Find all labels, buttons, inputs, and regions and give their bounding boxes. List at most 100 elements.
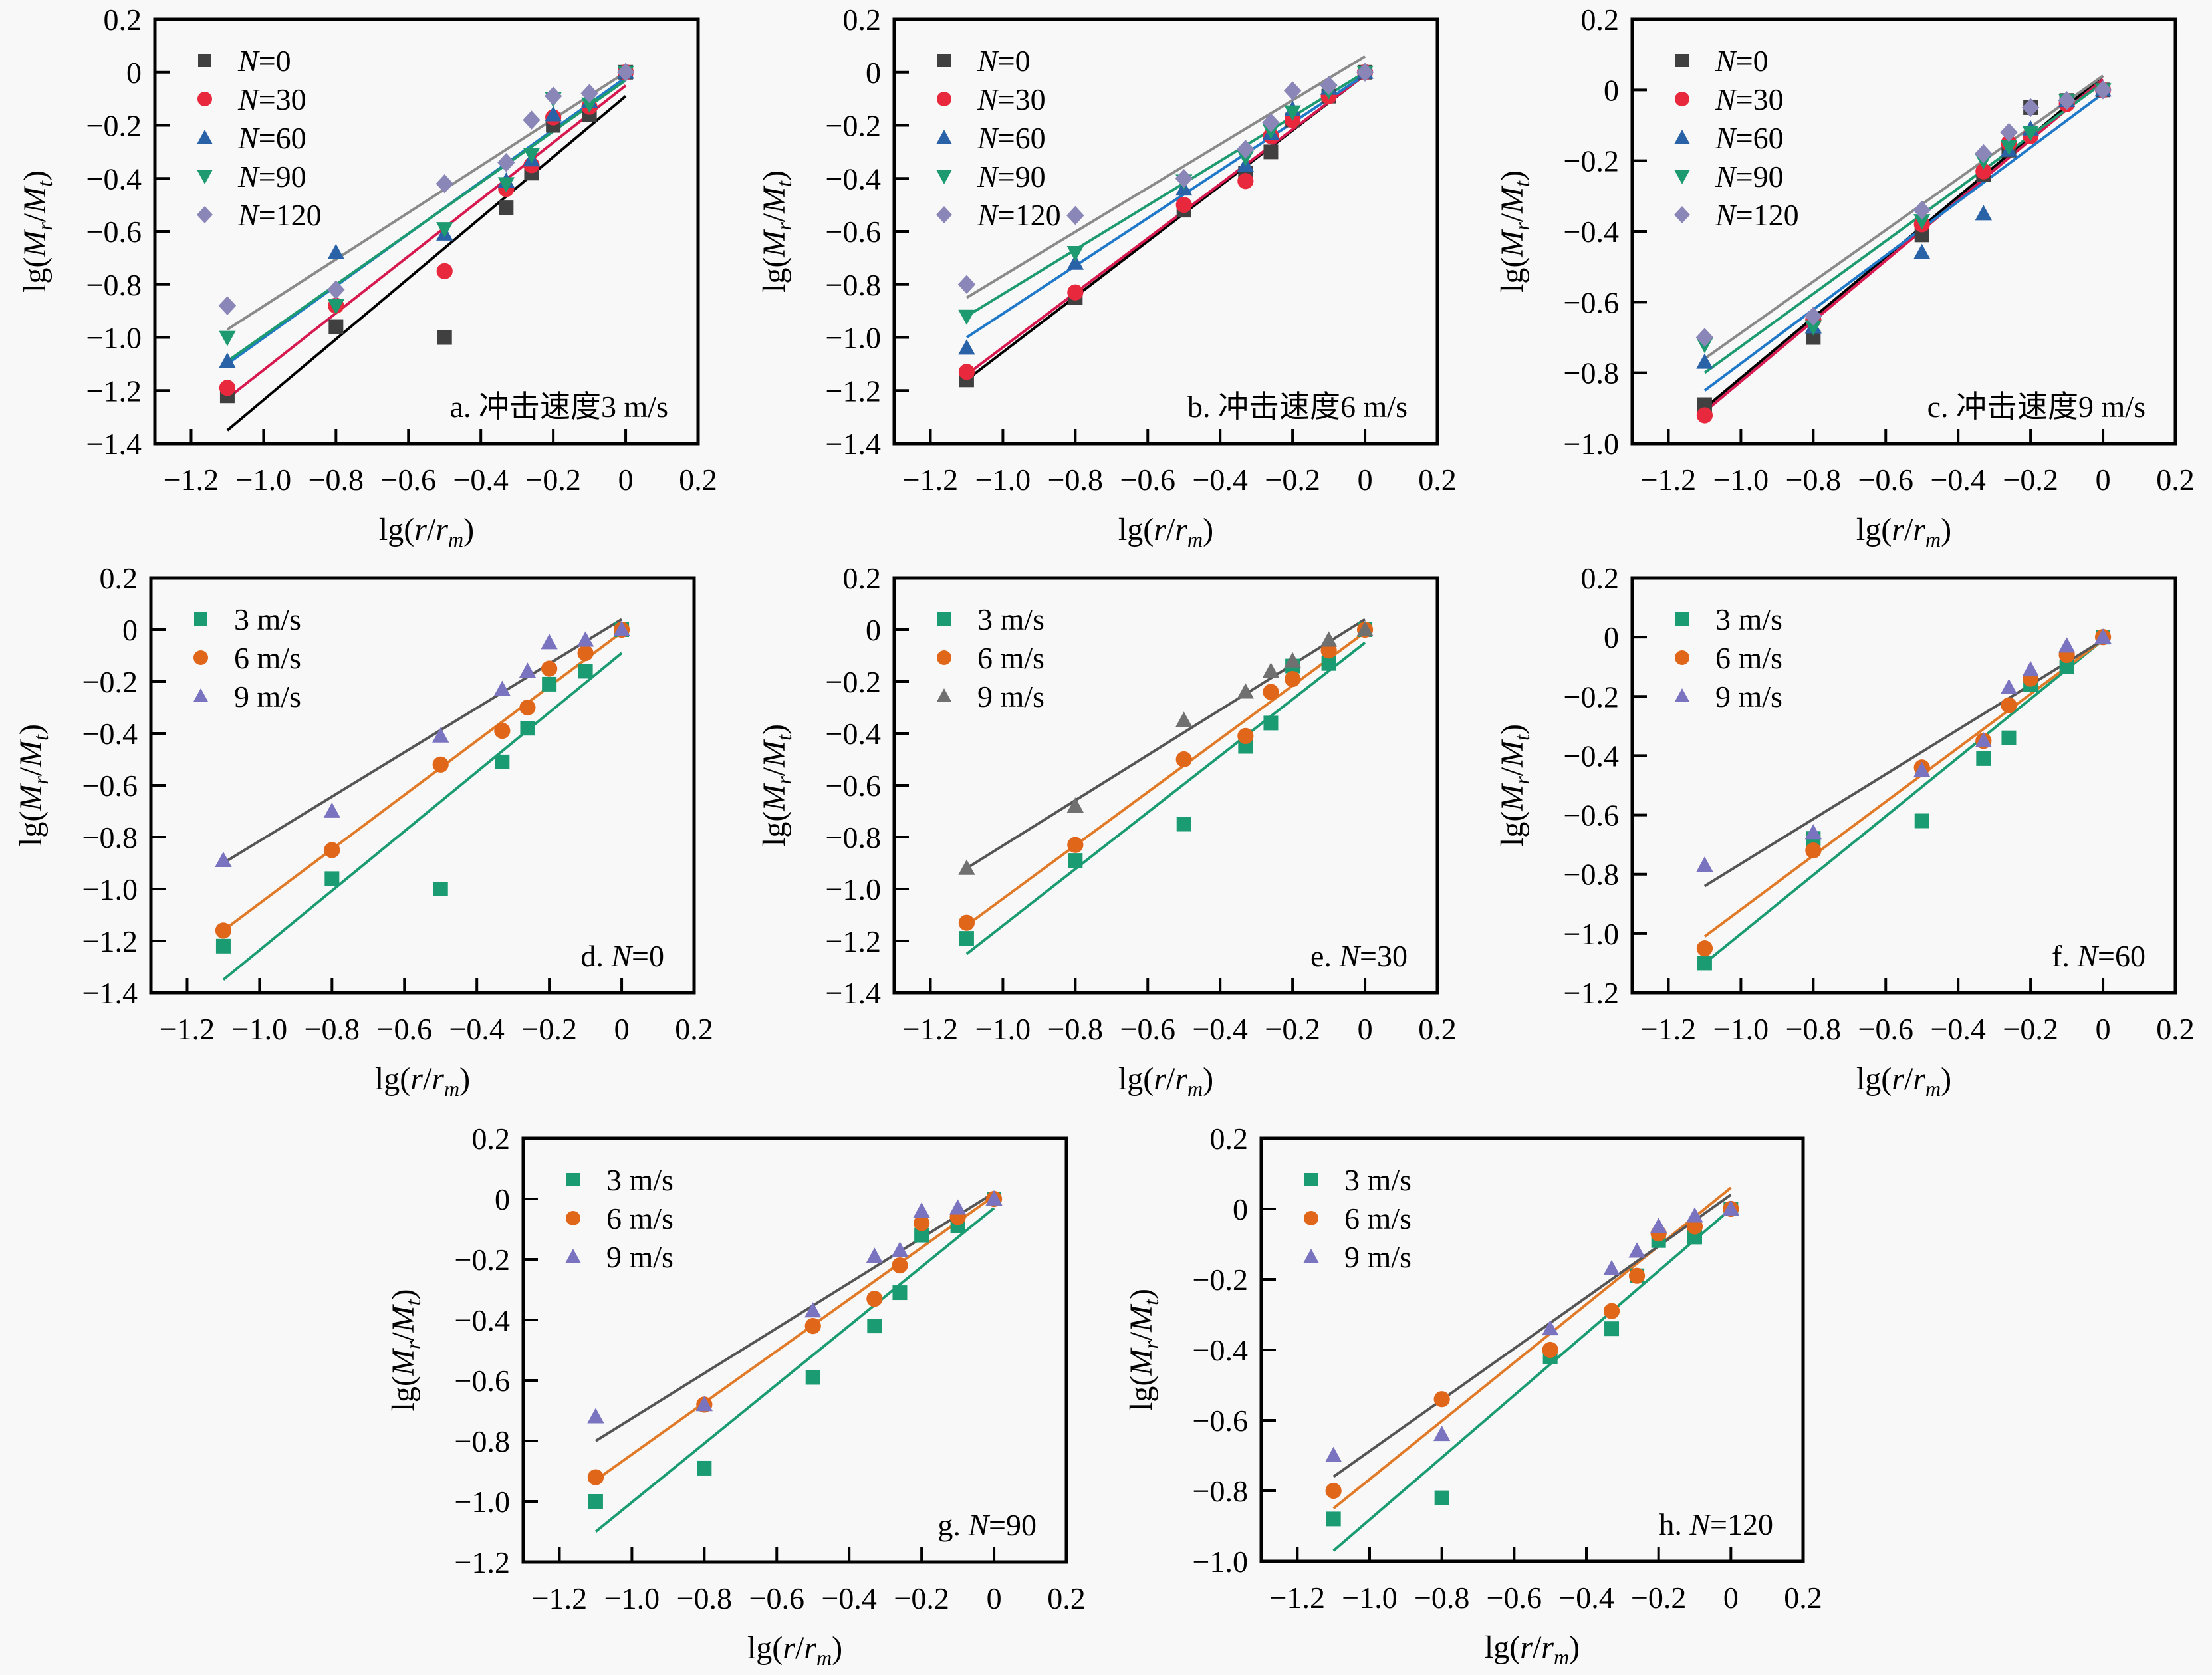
- legend-marker: [565, 1249, 581, 1263]
- legend-label: N=60: [237, 121, 307, 155]
- data-point: [2022, 660, 2039, 677]
- y-tick-label: −0.2: [826, 109, 881, 143]
- x-tick-label: −1.0: [1713, 1012, 1769, 1046]
- x-axis-label: lg(r/rm): [1856, 512, 1951, 551]
- y-tick-label: −0.2: [455, 1243, 510, 1277]
- legend-item: N=60: [1674, 121, 1784, 155]
- legend-item: N=0: [937, 44, 1031, 78]
- y-tick-label: 0.2: [843, 561, 882, 595]
- y-tick-label: −0.6: [826, 769, 881, 803]
- data-point: [2000, 140, 2018, 156]
- legend-marker: [1674, 130, 1690, 144]
- x-tick-label: −1.2: [1641, 463, 1696, 497]
- fit-line-3-m-s: [1703, 639, 2104, 964]
- fit-line-n-60: [1703, 92, 2104, 392]
- fit-line-3-m-s: [965, 641, 1366, 956]
- x-tick-label: −0.2: [521, 1012, 576, 1046]
- x-tick-label: −1.0: [236, 463, 291, 497]
- legend-item: N=60: [197, 121, 307, 155]
- x-tick-label: −0.6: [381, 463, 436, 497]
- data-point: [914, 1215, 930, 1231]
- series-9-m-s: [1696, 628, 2112, 872]
- legend-marker: [1303, 1249, 1319, 1263]
- data-point: [2001, 730, 2017, 745]
- data-point: [432, 727, 449, 743]
- x-tick-label: −0.2: [525, 463, 580, 497]
- series-n-120: [957, 63, 1374, 295]
- data-point: [1283, 81, 1302, 100]
- y-tick-label: −0.2: [1193, 1263, 1248, 1297]
- data-point: [1542, 1341, 1558, 1358]
- data-point: [1175, 751, 1192, 768]
- legend-marker: [936, 688, 952, 702]
- x-tick-label: 0.2: [2156, 463, 2195, 497]
- legend-marker: [1675, 92, 1689, 106]
- data-point: [215, 938, 231, 954]
- legend-marker: [198, 54, 211, 67]
- data-point: [1696, 407, 1713, 424]
- legend: N=0 N=30 N=60 N=90 N=120: [1674, 44, 1799, 232]
- data-point: [215, 922, 232, 939]
- data-point: [1321, 656, 1336, 671]
- data-point: [1696, 940, 1713, 957]
- y-tick-label: −1.2: [1564, 976, 1619, 1010]
- data-point: [219, 330, 236, 346]
- data-point: [519, 662, 537, 678]
- y-tick-label: −0.4: [1564, 215, 1619, 249]
- x-tick-label: −0.8: [677, 1581, 732, 1615]
- legend-label: 3 m/s: [977, 602, 1045, 636]
- legend-item: 6 m/s: [193, 641, 301, 675]
- x-tick-label: −0.2: [1265, 463, 1320, 497]
- data-point: [1686, 1207, 1703, 1223]
- x-tick-label: 0.2: [679, 463, 717, 497]
- legend-item: 9 m/s: [193, 680, 301, 713]
- data-point: [957, 275, 976, 295]
- y-tick-label: −1.0: [826, 321, 881, 355]
- x-tick-label: −1.0: [604, 1581, 660, 1615]
- data-point: [218, 296, 237, 315]
- x-tick-label: −0.2: [1631, 1581, 1686, 1614]
- legend-marker: [936, 206, 952, 223]
- y-tick-label: −1.4: [826, 976, 881, 1010]
- x-tick-label: 0: [614, 1012, 630, 1046]
- y-tick-label: −0.4: [86, 162, 142, 195]
- data-point: [1237, 683, 1254, 699]
- data-point: [1285, 671, 1301, 688]
- x-tick-label: −0.2: [2003, 1012, 2058, 1046]
- legend-label: 3 m/s: [606, 1163, 674, 1197]
- x-tick-label: 0: [2096, 1012, 2111, 1046]
- data-point: [1542, 1320, 1559, 1336]
- x-tick-label: 0.2: [2156, 1012, 2195, 1046]
- y-tick-label: −1.0: [1193, 1545, 1248, 1579]
- x-tick-label: −0.4: [449, 1012, 504, 1046]
- fit-line-3-m-s: [222, 652, 623, 981]
- legend-label: 9 m/s: [977, 680, 1045, 713]
- x-tick-label: 0: [2096, 463, 2111, 497]
- legend-item: 3 m/s: [566, 1163, 674, 1197]
- y-tick-label: 0: [1604, 620, 1619, 654]
- data-point: [541, 634, 558, 650]
- data-point: [1263, 684, 1279, 700]
- chart-svg-e: −1.2 −1.0 −0.8 −0.6 −0.4 −0.2 0 0.2 0.2 0 −0.2 −0.4…: [757, 561, 1457, 1100]
- legend-marker: [194, 612, 207, 626]
- x-tick-label: 0: [1358, 463, 1373, 497]
- legend-item: 6 m/s: [1675, 641, 1782, 675]
- legend-item: N=90: [936, 160, 1046, 193]
- data-point: [436, 222, 453, 238]
- data-point: [866, 1291, 883, 1307]
- data-point: [544, 86, 562, 106]
- y-tick-label: −0.8: [1564, 356, 1619, 390]
- chart-svg-h: −1.2 −1.0 −0.8 −0.6 −0.4 −0.2 0 0.2 0.2 0 −0.2 −0.4…: [1124, 1122, 1822, 1669]
- data-point: [523, 110, 541, 130]
- y-tick-label: −0.2: [86, 109, 142, 143]
- data-point: [892, 1285, 908, 1301]
- y-tick-label: −0.4: [1564, 739, 1619, 773]
- panel-caption: g. N=90: [937, 1508, 1037, 1542]
- data-point: [697, 1460, 712, 1476]
- x-axis-label: lg(r/rm): [1118, 512, 1213, 551]
- fit-line-9-m-s: [222, 618, 623, 864]
- data-point: [215, 851, 232, 867]
- legend-label: 9 m/s: [1344, 1240, 1412, 1274]
- legend-item: N=0: [1675, 44, 1769, 78]
- legend-marker: [937, 92, 951, 106]
